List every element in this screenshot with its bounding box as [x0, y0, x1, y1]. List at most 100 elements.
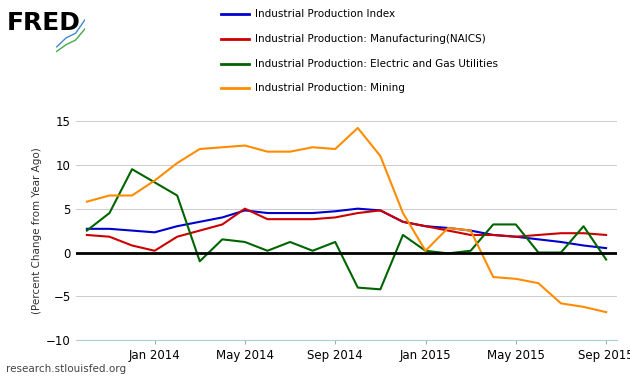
Industrial Production Index	[309, 211, 316, 215]
Industrial Production: Manufacturing(NAICS): (4, 1.8): Manufacturing(NAICS): (4, 1.8)	[173, 234, 181, 239]
Industrial Production: Electric and Gas Utilities: (7, 1.2): Electric and Gas Utilities: (7, 1.2)	[241, 240, 249, 244]
Industrial Production: Electric and Gas Utilities: (0, 2.5): Electric and Gas Utilities: (0, 2.5)	[83, 228, 91, 233]
Industrial Production Index	[580, 243, 587, 248]
Industrial Production Index	[354, 206, 362, 211]
Industrial Production: Electric and Gas Utilities: (10, 0.2): Electric and Gas Utilities: (10, 0.2)	[309, 248, 316, 253]
Industrial Production Index	[467, 228, 474, 233]
Industrial Production: Mining: (21, -5.8): Mining: (21, -5.8)	[557, 301, 564, 306]
Industrial Production Index	[241, 208, 249, 213]
Industrial Production: Manufacturing(NAICS): (11, 4): Manufacturing(NAICS): (11, 4)	[331, 215, 339, 220]
Line: Industrial Production: Electric and Gas Utilities: Industrial Production: Electric and Gas …	[87, 169, 606, 289]
Industrial Production Index	[512, 234, 520, 239]
Industrial Production Index	[286, 211, 294, 215]
Text: FRED: FRED	[6, 11, 80, 35]
Industrial Production: Mining: (15, 0.2): Mining: (15, 0.2)	[421, 248, 429, 253]
Industrial Production Index	[535, 237, 542, 242]
Industrial Production: Mining: (10, 12): Mining: (10, 12)	[309, 145, 316, 150]
Industrial Production: Electric and Gas Utilities: (2, 9.5): Electric and Gas Utilities: (2, 9.5)	[129, 167, 136, 172]
Industrial Production: Electric and Gas Utilities: (1, 4.5): Electric and Gas Utilities: (1, 4.5)	[106, 211, 113, 215]
Industrial Production Index	[399, 220, 407, 224]
Industrial Production: Manufacturing(NAICS): (17, 2): Manufacturing(NAICS): (17, 2)	[467, 233, 474, 237]
Industrial Production: Manufacturing(NAICS): (9, 3.8): Manufacturing(NAICS): (9, 3.8)	[286, 217, 294, 222]
Industrial Production: Electric and Gas Utilities: (4, 6.5): Electric and Gas Utilities: (4, 6.5)	[173, 193, 181, 198]
Industrial Production: Manufacturing(NAICS): (7, 5): Manufacturing(NAICS): (7, 5)	[241, 206, 249, 211]
Industrial Production Index	[196, 220, 203, 224]
Industrial Production: Electric and Gas Utilities: (16, -0.1): Electric and Gas Utilities: (16, -0.1)	[444, 251, 452, 256]
Industrial Production: Electric and Gas Utilities: (18, 3.2): Electric and Gas Utilities: (18, 3.2)	[490, 222, 497, 227]
Industrial Production Index	[219, 215, 226, 220]
Industrial Production: Mining: (22, -6.2): Mining: (22, -6.2)	[580, 305, 587, 309]
Industrial Production: Mining: (23, -6.8): Mining: (23, -6.8)	[602, 310, 610, 314]
Industrial Production: Electric and Gas Utilities: (3, 8): Electric and Gas Utilities: (3, 8)	[151, 180, 158, 184]
Industrial Production: Electric and Gas Utilities: (12, -4): Electric and Gas Utilities: (12, -4)	[354, 285, 362, 290]
Industrial Production Index	[173, 224, 181, 228]
Line: Industrial Production: Manufacturing(NAICS): Industrial Production: Manufacturing(NAI…	[87, 209, 606, 251]
Industrial Production: Electric and Gas Utilities: (17, 0.2): Electric and Gas Utilities: (17, 0.2)	[467, 248, 474, 253]
Industrial Production: Electric and Gas Utilities: (20, 0): Electric and Gas Utilities: (20, 0)	[535, 250, 542, 255]
Industrial Production: Mining: (16, 2.8): Mining: (16, 2.8)	[444, 226, 452, 230]
Industrial Production: Electric and Gas Utilities: (6, 1.5): Electric and Gas Utilities: (6, 1.5)	[219, 237, 226, 242]
Industrial Production: Electric and Gas Utilities: (23, -0.8): Electric and Gas Utilities: (23, -0.8)	[602, 257, 610, 262]
Industrial Production Index	[490, 233, 497, 237]
Industrial Production Index	[602, 246, 610, 250]
Industrial Production: Mining: (1, 6.5): Mining: (1, 6.5)	[106, 193, 113, 198]
Industrial Production: Electric and Gas Utilities: (11, 1.2): Electric and Gas Utilities: (11, 1.2)	[331, 240, 339, 244]
Industrial Production: Electric and Gas Utilities: (15, 0.2): Electric and Gas Utilities: (15, 0.2)	[421, 248, 429, 253]
Industrial Production: Manufacturing(NAICS): (5, 2.5): Manufacturing(NAICS): (5, 2.5)	[196, 228, 203, 233]
Industrial Production: Mining: (0, 5.8): Mining: (0, 5.8)	[83, 199, 91, 204]
Industrial Production: Manufacturing(NAICS): (15, 3): Manufacturing(NAICS): (15, 3)	[421, 224, 429, 228]
Industrial Production: Mining: (8, 11.5): Mining: (8, 11.5)	[264, 149, 272, 154]
Industrial Production: Mining: (18, -2.8): Mining: (18, -2.8)	[490, 275, 497, 279]
Industrial Production: Manufacturing(NAICS): (16, 2.5): Manufacturing(NAICS): (16, 2.5)	[444, 228, 452, 233]
Industrial Production: Manufacturing(NAICS): (18, 2): Manufacturing(NAICS): (18, 2)	[490, 233, 497, 237]
Industrial Production: Manufacturing(NAICS): (12, 4.5): Manufacturing(NAICS): (12, 4.5)	[354, 211, 362, 215]
Text: Industrial Production: Manufacturing(NAICS): Industrial Production: Manufacturing(NAI…	[255, 34, 486, 44]
Industrial Production: Manufacturing(NAICS): (19, 1.8): Manufacturing(NAICS): (19, 1.8)	[512, 234, 520, 239]
Industrial Production: Electric and Gas Utilities: (14, 2): Electric and Gas Utilities: (14, 2)	[399, 233, 407, 237]
Industrial Production Index	[264, 211, 272, 215]
Industrial Production: Manufacturing(NAICS): (20, 2): Manufacturing(NAICS): (20, 2)	[535, 233, 542, 237]
Industrial Production: Mining: (7, 12.2): Mining: (7, 12.2)	[241, 143, 249, 148]
Industrial Production: Electric and Gas Utilities: (8, 0.2): Electric and Gas Utilities: (8, 0.2)	[264, 248, 272, 253]
Industrial Production: Manufacturing(NAICS): (6, 3.2): Manufacturing(NAICS): (6, 3.2)	[219, 222, 226, 227]
Y-axis label: (Percent Change from Year Ago): (Percent Change from Year Ago)	[32, 147, 42, 314]
Text: Industrial Production: Electric and Gas Utilities: Industrial Production: Electric and Gas …	[255, 59, 498, 68]
Industrial Production Index	[129, 228, 136, 233]
Industrial Production: Mining: (2, 6.5): Mining: (2, 6.5)	[129, 193, 136, 198]
Industrial Production: Electric and Gas Utilities: (19, 3.2): Electric and Gas Utilities: (19, 3.2)	[512, 222, 520, 227]
Industrial Production: Mining: (5, 11.8): Mining: (5, 11.8)	[196, 147, 203, 151]
Industrial Production: Manufacturing(NAICS): (10, 3.8): Manufacturing(NAICS): (10, 3.8)	[309, 217, 316, 222]
Industrial Production Index	[377, 208, 384, 213]
Industrial Production: Manufacturing(NAICS): (2, 0.8): Manufacturing(NAICS): (2, 0.8)	[129, 243, 136, 248]
Line: Industrial Production: Mining: Industrial Production: Mining	[87, 128, 606, 312]
Industrial Production Index	[83, 226, 91, 231]
Industrial Production: Manufacturing(NAICS): (1, 1.8): Manufacturing(NAICS): (1, 1.8)	[106, 234, 113, 239]
Industrial Production: Electric and Gas Utilities: (13, -4.2): Electric and Gas Utilities: (13, -4.2)	[377, 287, 384, 291]
Industrial Production Index	[444, 226, 452, 230]
Text: Industrial Production Index: Industrial Production Index	[255, 9, 395, 19]
Industrial Production: Electric and Gas Utilities: (9, 1.2): Electric and Gas Utilities: (9, 1.2)	[286, 240, 294, 244]
Industrial Production: Manufacturing(NAICS): (8, 3.8): Manufacturing(NAICS): (8, 3.8)	[264, 217, 272, 222]
Text: Industrial Production: Mining: Industrial Production: Mining	[255, 83, 405, 93]
Industrial Production: Mining: (9, 11.5): Mining: (9, 11.5)	[286, 149, 294, 154]
Industrial Production Index	[106, 226, 113, 231]
Industrial Production: Mining: (17, 2.5): Mining: (17, 2.5)	[467, 228, 474, 233]
Industrial Production: Mining: (14, 4.5): Mining: (14, 4.5)	[399, 211, 407, 215]
Industrial Production Index	[557, 240, 564, 244]
Industrial Production: Mining: (4, 10.2): Mining: (4, 10.2)	[173, 161, 181, 165]
Industrial Production: Mining: (11, 11.8): Mining: (11, 11.8)	[331, 147, 339, 151]
Industrial Production: Mining: (12, 14.2): Mining: (12, 14.2)	[354, 126, 362, 130]
Industrial Production: Mining: (20, -3.5): Mining: (20, -3.5)	[535, 281, 542, 285]
Industrial Production: Mining: (3, 8.2): Mining: (3, 8.2)	[151, 178, 158, 183]
Industrial Production: Mining: (6, 12): Mining: (6, 12)	[219, 145, 226, 150]
Industrial Production: Manufacturing(NAICS): (13, 4.8): Manufacturing(NAICS): (13, 4.8)	[377, 208, 384, 213]
Industrial Production: Mining: (13, 11): Mining: (13, 11)	[377, 154, 384, 158]
Industrial Production: Electric and Gas Utilities: (21, 0): Electric and Gas Utilities: (21, 0)	[557, 250, 564, 255]
Industrial Production: Electric and Gas Utilities: (22, 3): Electric and Gas Utilities: (22, 3)	[580, 224, 587, 228]
Industrial Production Index	[151, 230, 158, 235]
Line: Industrial Production Index: Industrial Production Index	[87, 209, 606, 248]
Industrial Production: Manufacturing(NAICS): (21, 2.2): Manufacturing(NAICS): (21, 2.2)	[557, 231, 564, 235]
Industrial Production: Manufacturing(NAICS): (3, 0.2): Manufacturing(NAICS): (3, 0.2)	[151, 248, 158, 253]
Industrial Production: Mining: (19, -3): Mining: (19, -3)	[512, 277, 520, 281]
Industrial Production: Manufacturing(NAICS): (0, 2): Manufacturing(NAICS): (0, 2)	[83, 233, 91, 237]
